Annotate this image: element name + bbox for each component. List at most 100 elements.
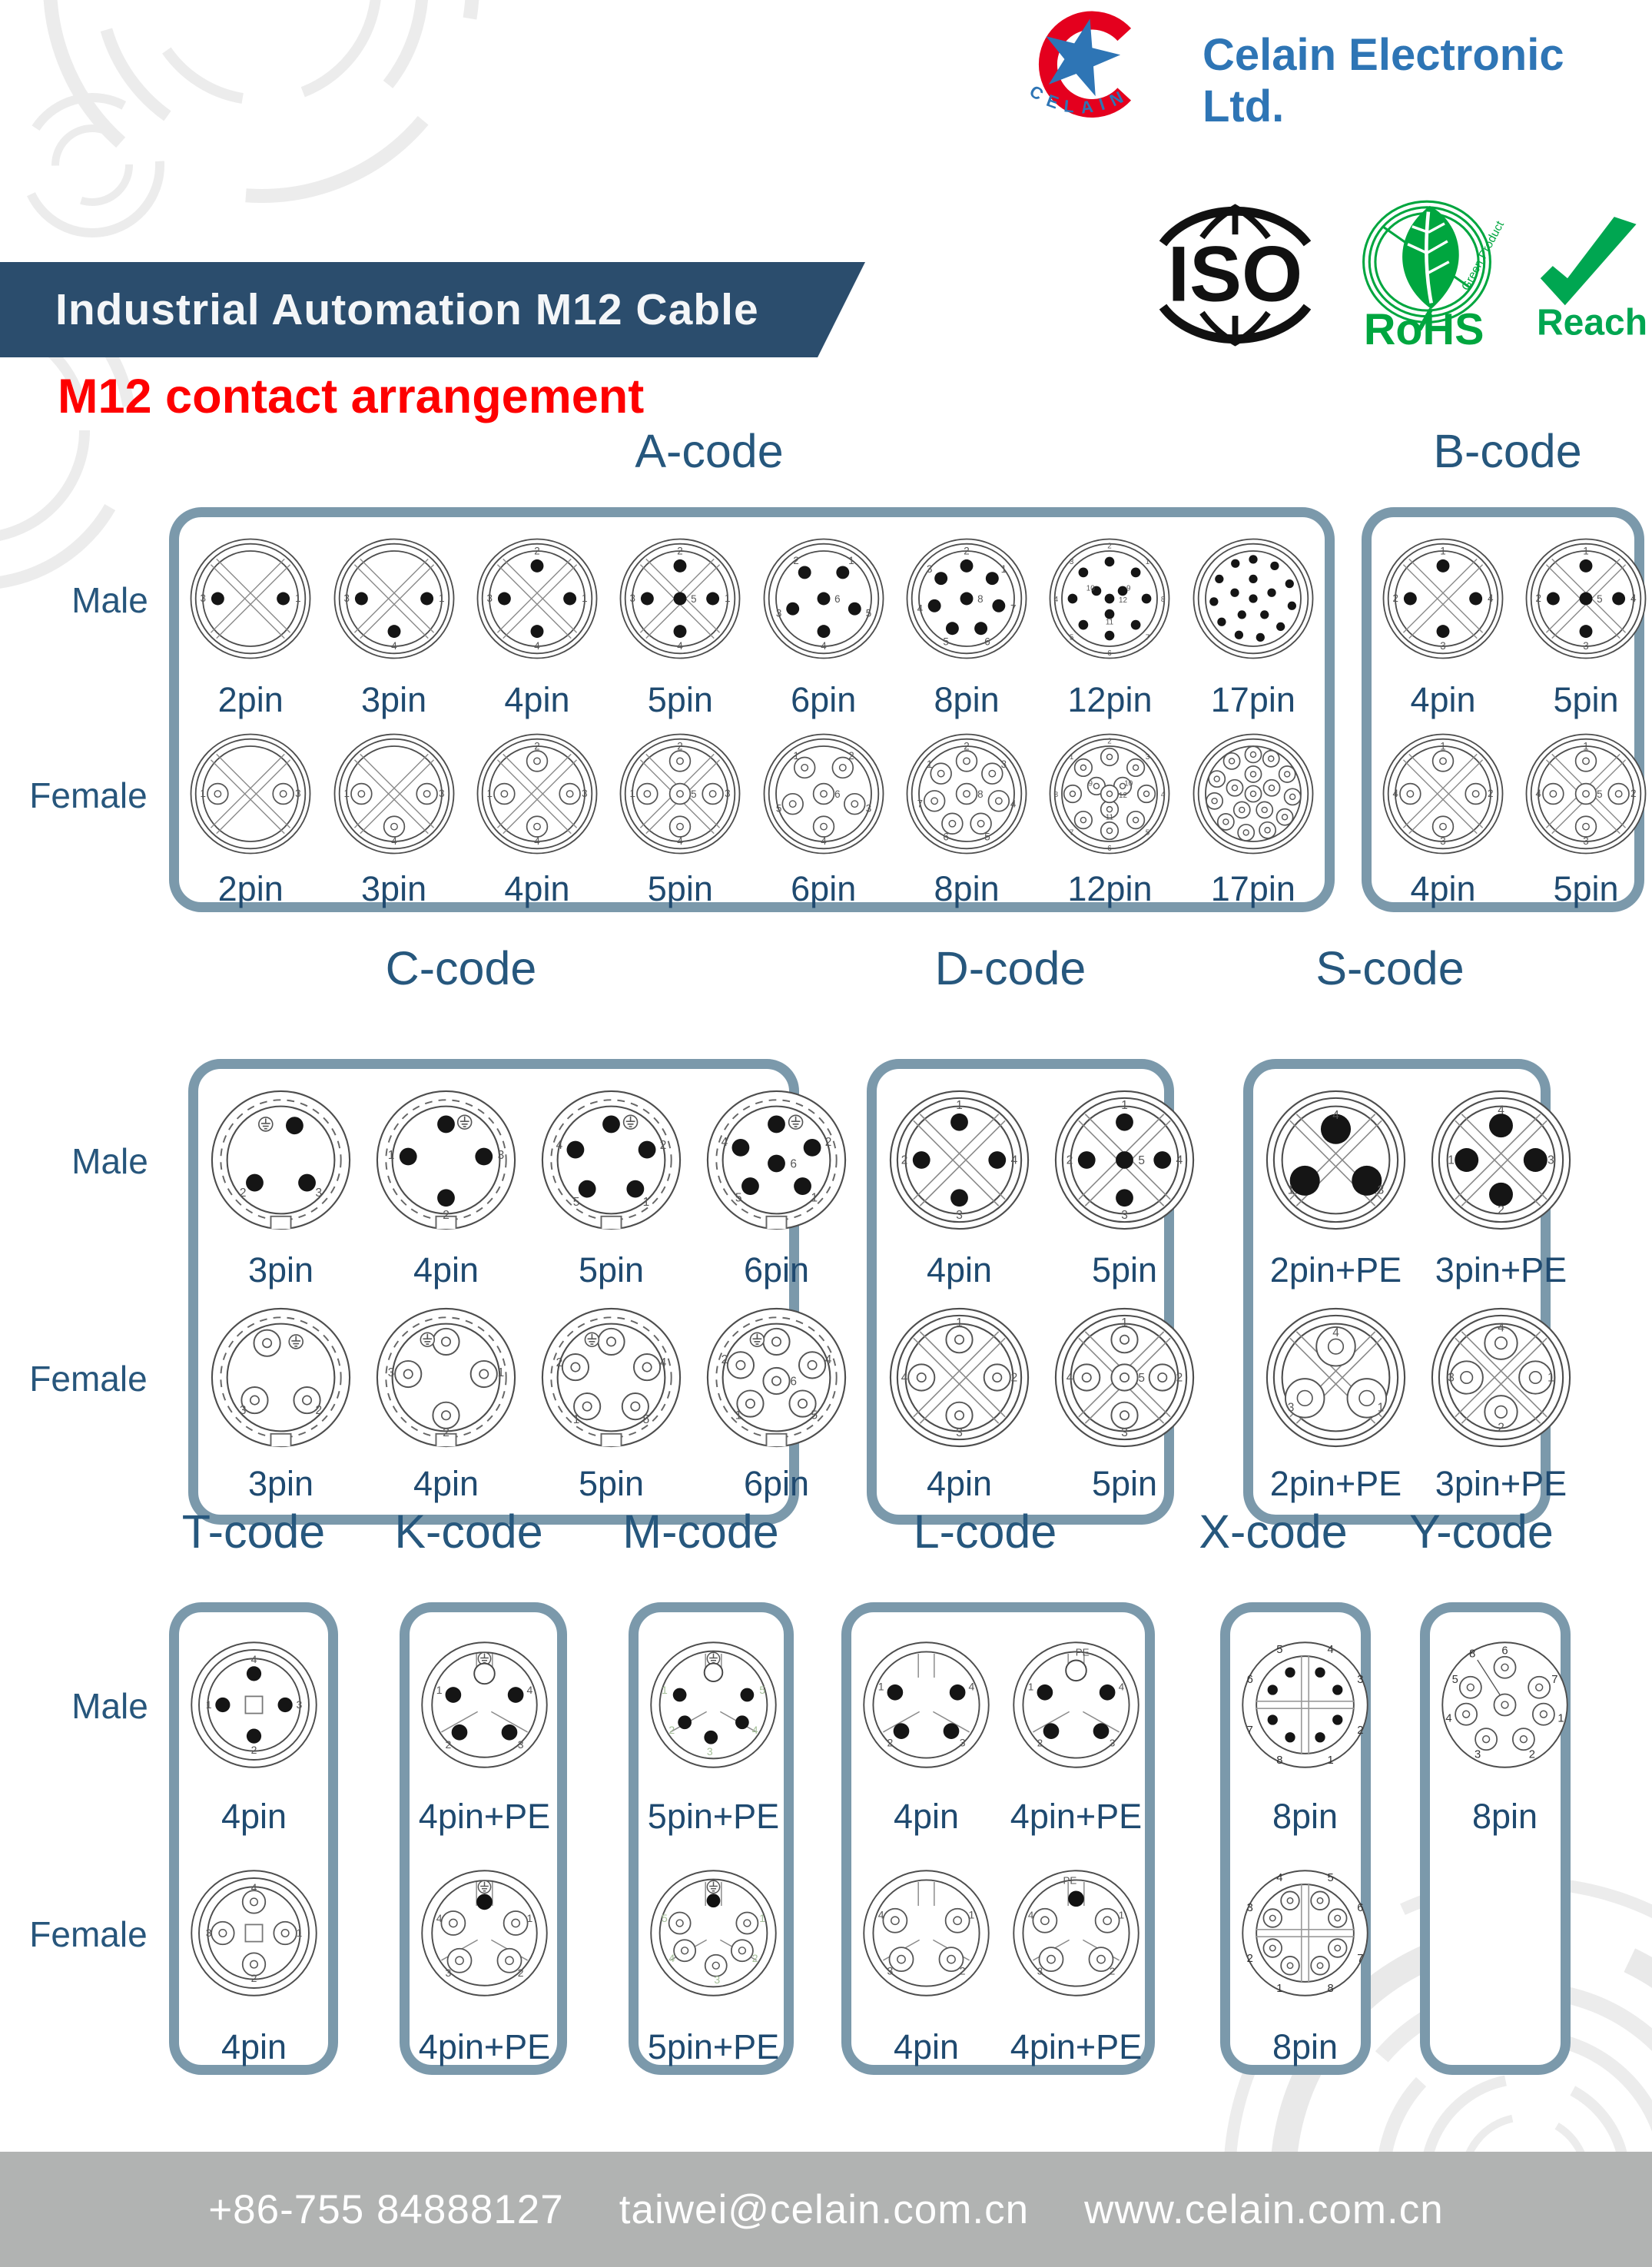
pin-number: 2 <box>556 1356 563 1369</box>
pin-number: 1 <box>1001 563 1007 575</box>
pin-count-label: 17pin <box>1210 869 1295 908</box>
row-label-female: Female <box>29 1359 148 1399</box>
panel-d-code: 1 2 3 4 1 2 3 4 5 4pin 5pin 1 2 3 4 1 2 3 4 5 4pin 5pin <box>867 1059 1195 1525</box>
connector-diagram-b-4pin-male: 1 2 3 4 <box>1382 538 1504 659</box>
pin-number: 3 <box>1548 1153 1554 1167</box>
pin-number: 1 <box>1276 1982 1282 1994</box>
connector-cell <box>1182 722 1325 865</box>
section-title-t-code: T-code <box>181 1505 326 1558</box>
pin-number: 2 <box>1357 1724 1363 1737</box>
footer-phone: +86-755 84888127 <box>208 2186 564 2232</box>
pin-number: 1 <box>498 1366 505 1379</box>
footer-bar: +86-755 84888127 taiwei@celain.com.cn ww… <box>0 2152 1652 2267</box>
pin-number: 3 <box>956 1426 963 1439</box>
logo-wordmark: CELAIN <box>1026 81 1133 118</box>
connector-diagram-l-4pin-female: 1 4 2 3 <box>863 1869 990 1996</box>
pin-number: 4 <box>1028 1909 1033 1920</box>
pin-number: 6 <box>1247 1673 1253 1685</box>
pin-number: 6 <box>1357 1901 1363 1914</box>
pin-count-label: 3pin+PE <box>1435 1250 1567 1290</box>
connector-cell: 1 2 3 4 5 6 <box>752 527 895 670</box>
pin-number: 1 <box>662 1684 668 1696</box>
pin-count-label: 5pin <box>578 1250 645 1290</box>
pin-number: 4 <box>1119 1681 1124 1692</box>
pin-number: 2 <box>964 740 969 752</box>
pin-number: 8 <box>1276 1754 1282 1766</box>
pin-count-label: 3pin+PE <box>1435 1464 1567 1503</box>
connector-diagram-d-4pin-male: 1 2 3 4 <box>889 1090 1030 1230</box>
pin-number: 3 <box>1288 1401 1295 1414</box>
pin-number: 3 <box>343 592 349 604</box>
pin-number: 8 <box>977 788 983 800</box>
pin-number: 3 <box>960 1736 966 1748</box>
pin-number: 1 <box>1328 1754 1334 1766</box>
pin-number: 5 <box>1138 1154 1145 1167</box>
connector-cell: 2 1 4 3 <box>466 527 609 670</box>
pin-number: 4 <box>678 835 684 847</box>
pin-number: 4 <box>1498 1321 1504 1334</box>
connector-diagram-m-5pin+pe-male: 1 5 2 4 3 <box>650 1641 777 1768</box>
connector-diagram-d-4pin-female: 1 2 3 4 <box>889 1307 1030 1447</box>
pin-number: 5 <box>1597 593 1602 605</box>
pin-number: 2 <box>1488 788 1493 799</box>
pin-number: 3 <box>707 1745 713 1758</box>
connector-diagram-s-2pin+pe-female: 4 1 3 <box>1266 1307 1406 1447</box>
pin-number: 5 <box>643 1412 650 1426</box>
section-title-l-code: L-code <box>913 1505 1057 1558</box>
connector-diagram-s-3pin+pe-male: 4 1 3 2 <box>1431 1090 1571 1230</box>
connector-cell: 4 2 5 1 <box>529 1295 694 1460</box>
pin-number: 1 <box>1448 1153 1455 1167</box>
connector-diagram-y-8pin-male: 6 7 1 2 3 4 5 8 <box>1441 1641 1568 1768</box>
connector-cell: 5 6 4 3 7 8 2 1 <box>1230 1858 1380 2008</box>
connector-cell: 4 2 5 1 6 <box>694 1077 859 1243</box>
pin-number: 1 <box>573 1412 580 1426</box>
pin-number: 1 <box>1557 1712 1564 1724</box>
pin-number: 4 <box>1276 1872 1282 1884</box>
connector-diagram-d-5pin-female: 1 2 3 4 5 <box>1054 1307 1195 1447</box>
pin-number: 3 <box>714 1973 720 1986</box>
pin-number: 2 <box>848 750 854 762</box>
pin-number: 2 <box>1630 788 1636 799</box>
pin-number: 4 <box>1535 788 1541 799</box>
pin-number: 3 <box>486 592 492 604</box>
pin-count-label: 5pin <box>647 869 713 908</box>
pin-number: 3 <box>1475 1748 1481 1761</box>
row-label-male: Male <box>71 1141 148 1181</box>
connector-cell: 1 5 2 4 3 <box>639 1858 788 2008</box>
pin-count-label: 4pin <box>1410 869 1476 908</box>
section-title-c-code: C-code <box>385 942 537 994</box>
connector-cell: 1 3 4 <box>323 527 466 670</box>
pin-number: 7 <box>1010 603 1016 615</box>
pin-number: 3 <box>630 592 635 604</box>
connector-cell: 2 1 4 3 <box>466 722 609 865</box>
pin-number: 4 <box>1010 798 1017 810</box>
pin-number: 3 <box>1070 558 1074 566</box>
pin-number: 2 <box>1529 1748 1535 1761</box>
connector-diagram-a-17pin-female <box>1193 733 1314 855</box>
pin-number: 1 <box>735 1409 742 1422</box>
pin-number: 6 <box>834 788 840 800</box>
connector-diagram-a-2pin-male: 13 <box>190 538 311 659</box>
pin-number: 1 <box>582 592 587 604</box>
pin-number: 2 <box>251 1971 257 1983</box>
pin-number: 5 <box>691 788 696 800</box>
pin-count-label: 2pin <box>217 680 284 719</box>
pin-number: 1 <box>527 1912 533 1924</box>
pin-number: 4 <box>1176 1153 1183 1167</box>
pin-number: 7 <box>1357 1953 1363 1965</box>
pin-number: 2 <box>534 740 539 752</box>
pin-number: 8 <box>1161 596 1166 604</box>
pin-number: 4 <box>391 835 397 847</box>
pin-number: 1 <box>1119 1909 1124 1920</box>
pin-number: 4 <box>1332 1108 1339 1121</box>
connector-cell: 6 7 1 2 3 4 5 8 <box>1430 1630 1580 1780</box>
reach-badge: Reach <box>1537 217 1647 344</box>
section-title-y-code: Y-code <box>1409 1505 1554 1558</box>
pin-number: 2 <box>518 1966 524 1978</box>
pin-count-label: 4pin <box>413 1250 479 1290</box>
pin-count-label: 4pin <box>1410 680 1476 719</box>
pin-number: 10 <box>1086 585 1095 593</box>
pin-count-label: 5pin <box>1091 1464 1158 1503</box>
